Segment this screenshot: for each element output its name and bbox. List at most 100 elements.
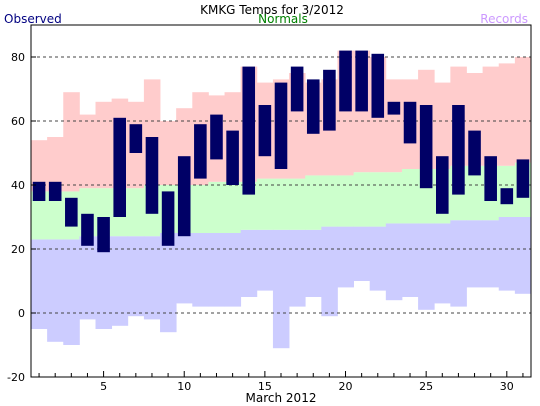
normal-band	[224, 181, 242, 233]
observed-bar	[81, 213, 94, 246]
y-tick-label: -20	[7, 371, 25, 384]
observed-bar	[516, 159, 530, 198]
observed-bars	[32, 50, 530, 253]
record-low-band	[160, 233, 177, 333]
record-low-band	[466, 220, 484, 288]
observed-bar	[65, 197, 78, 227]
y-axis: -20 0 20 40 60 80	[7, 51, 36, 384]
record-low-band	[256, 229, 274, 291]
record-high-band	[514, 57, 532, 163]
record-low-band	[63, 239, 80, 345]
observed-bar	[436, 156, 449, 214]
record-low-band	[272, 229, 290, 349]
record-low-band	[47, 239, 64, 342]
observed-bar	[161, 191, 175, 246]
observed-bar	[210, 114, 223, 160]
observed-bar	[274, 82, 288, 169]
record-low-band	[514, 217, 532, 294]
record-low-band	[482, 220, 500, 288]
record-low-band	[450, 220, 467, 307]
normal-band	[127, 188, 145, 237]
record-low-band	[289, 229, 306, 307]
x-tick-label: 30	[500, 380, 514, 393]
normal-band	[369, 172, 387, 227]
record-low-band	[353, 226, 371, 281]
normal-band	[31, 191, 48, 240]
record-low-band	[111, 236, 129, 326]
observed-bar	[129, 124, 143, 153]
record-low-band	[176, 233, 193, 304]
observed-bar	[113, 117, 126, 217]
legend-normals: Normals	[258, 12, 308, 26]
normal-band	[353, 172, 371, 227]
observed-bar	[484, 156, 497, 201]
record-low-band	[401, 223, 419, 297]
y-tick-label: 20	[11, 243, 25, 256]
record-low-band	[434, 223, 451, 304]
observed-bar	[403, 101, 417, 144]
observed-bar	[48, 181, 62, 201]
chart-title: KMKG Temps for 3/2012	[200, 3, 344, 17]
observed-bar	[452, 105, 465, 195]
record-low-band	[95, 236, 113, 329]
record-low-band	[305, 229, 322, 297]
normal-band	[272, 178, 290, 230]
x-tick-label: 25	[419, 380, 433, 393]
y-tick-label: 0	[18, 307, 25, 320]
observed-bar	[323, 69, 336, 131]
x-axis-label: March 2012	[246, 391, 317, 405]
record-low-band	[385, 223, 403, 301]
observed-bar	[290, 66, 304, 112]
observed-bar	[500, 188, 514, 205]
record-high-band	[31, 140, 48, 192]
normal-band	[385, 172, 403, 224]
normal-band	[466, 165, 484, 221]
record-high-band	[482, 66, 500, 166]
record-low-band	[31, 239, 48, 329]
y-tick-label: 40	[11, 179, 25, 192]
observed-bar	[468, 130, 481, 176]
normal-band	[289, 178, 306, 230]
record-high-band	[47, 137, 64, 192]
record-high-band	[79, 114, 96, 189]
record-low-band	[240, 229, 258, 297]
record-low-band	[79, 236, 96, 320]
legend-records: Records	[480, 12, 528, 26]
record-low-band	[498, 217, 516, 291]
record-high-band	[385, 79, 403, 173]
observed-bar	[32, 181, 46, 201]
x-tick-label: 5	[100, 380, 107, 393]
record-low-band	[143, 236, 161, 320]
record-low-band	[321, 226, 338, 317]
observed-bar	[226, 130, 239, 185]
normal-band	[47, 191, 64, 240]
normal-band	[305, 175, 322, 230]
observed-bar	[339, 50, 352, 112]
record-low-band	[224, 233, 242, 307]
normal-band	[192, 185, 209, 233]
x-tick-label: 15	[258, 380, 272, 393]
record-low-band	[192, 233, 209, 307]
y-tick-label: 60	[11, 115, 25, 128]
observed-bar	[194, 124, 207, 179]
x-tick-label: 20	[339, 380, 353, 393]
record-high-band	[160, 121, 177, 185]
normal-band	[401, 169, 419, 224]
record-low-band	[418, 223, 435, 310]
normal-band	[208, 181, 225, 233]
record-low-band	[127, 236, 145, 317]
observed-bar	[97, 217, 110, 253]
observed-bar	[355, 50, 368, 112]
record-high-band	[95, 101, 113, 189]
record-low-band	[208, 233, 225, 307]
y-tick-label: 80	[11, 51, 25, 64]
record-high-band	[498, 63, 516, 166]
observed-bar	[419, 105, 433, 189]
observed-bar	[306, 79, 320, 134]
observed-bar	[371, 53, 385, 118]
normal-band	[256, 178, 274, 230]
observed-bar	[177, 156, 191, 237]
observed-bar	[258, 105, 272, 157]
normal-band	[321, 175, 338, 227]
